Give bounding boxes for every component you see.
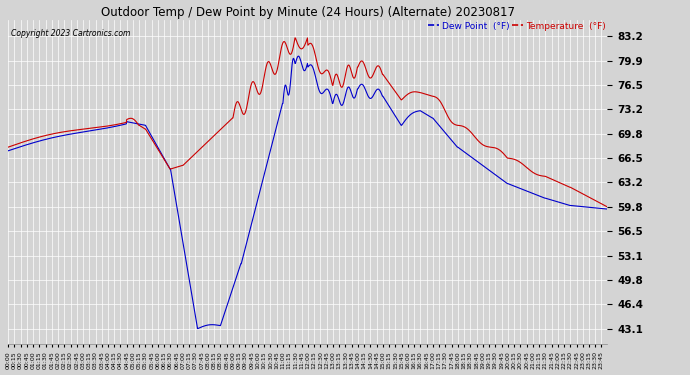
- Text: Copyright 2023 Cartronics.com: Copyright 2023 Cartronics.com: [11, 30, 130, 39]
- Title: Outdoor Temp / Dew Point by Minute (24 Hours) (Alternate) 20230817: Outdoor Temp / Dew Point by Minute (24 H…: [101, 6, 515, 18]
- Legend: Dew Point  (°F), Temperature  (°F): Dew Point (°F), Temperature (°F): [428, 21, 606, 30]
